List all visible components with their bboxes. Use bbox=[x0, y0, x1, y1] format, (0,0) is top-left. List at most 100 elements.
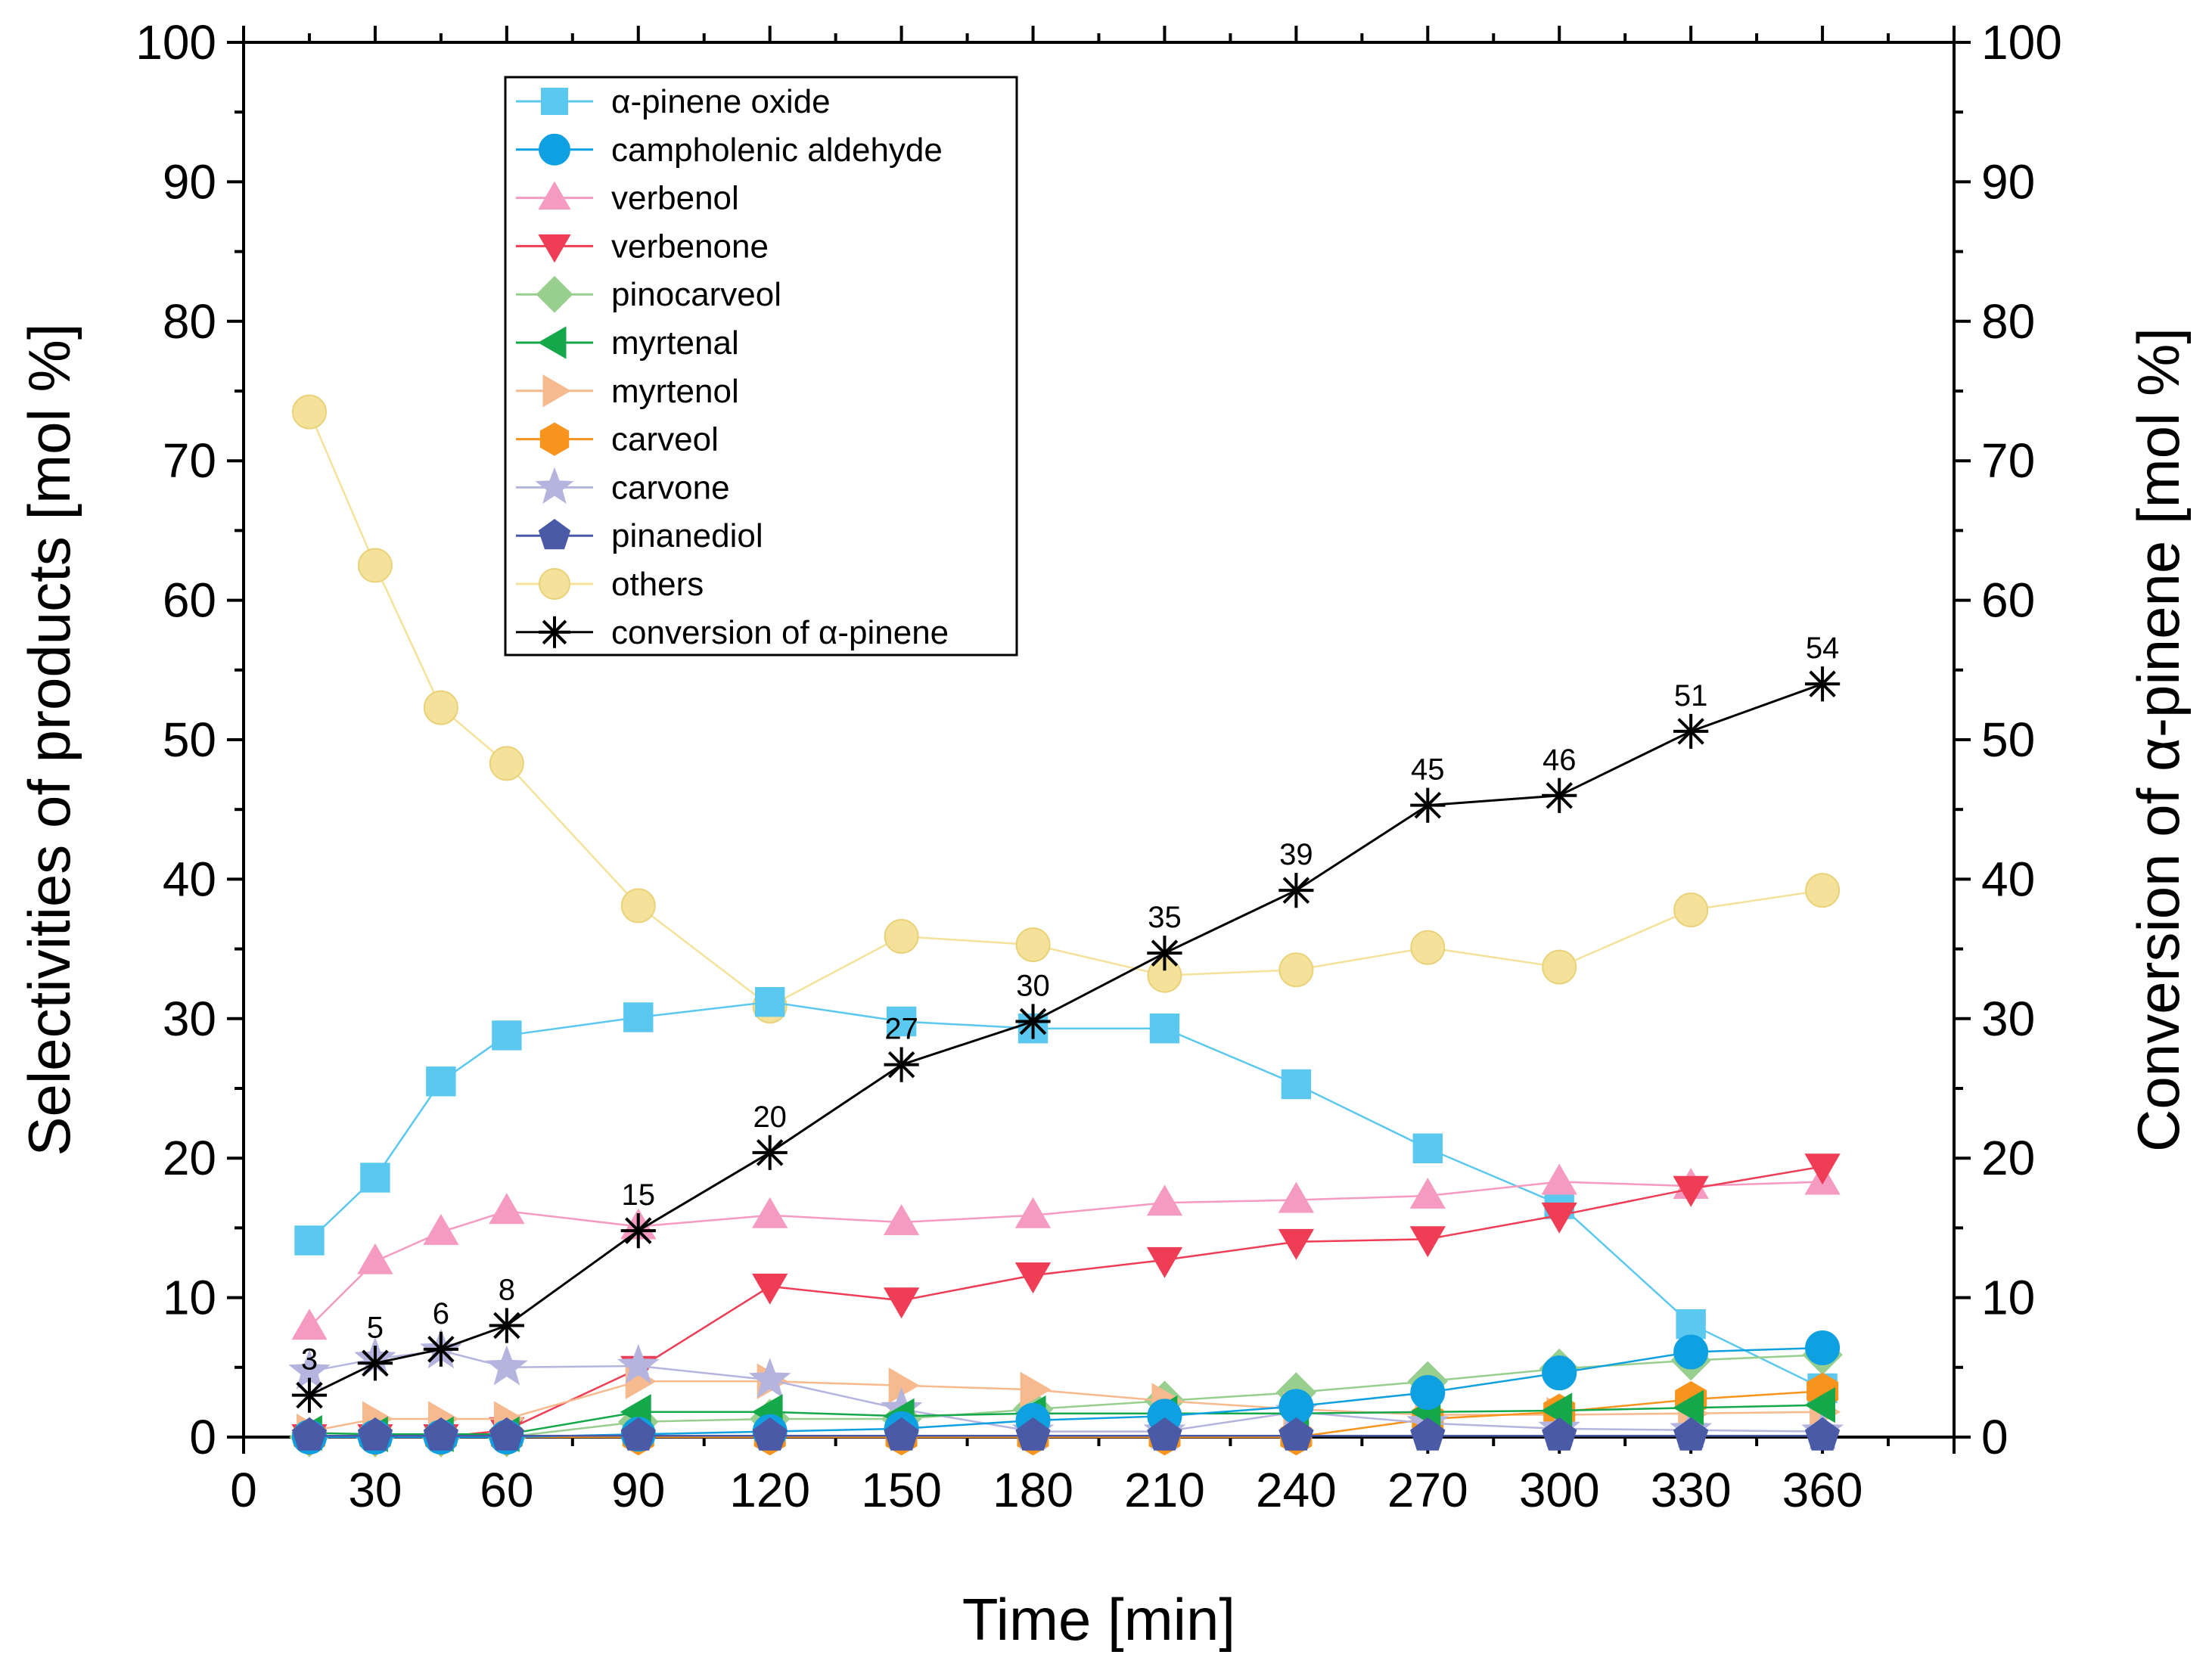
series-line-conversion-of-pinene bbox=[309, 682, 1823, 1397]
point-verbenone bbox=[1146, 1246, 1183, 1278]
point-conversion-of-pinene bbox=[489, 1308, 524, 1343]
point-others bbox=[357, 548, 393, 583]
point-verbenol bbox=[1409, 1178, 1446, 1209]
y-tick-label-left: 80 bbox=[163, 294, 216, 349]
point-others bbox=[884, 919, 919, 955]
y-tick-label-left: 60 bbox=[163, 573, 216, 628]
data-label-conversion: 39 bbox=[1279, 838, 1313, 871]
y-tick-label-left: 30 bbox=[163, 992, 216, 1046]
legend: α-pinene oxide campholenic aldehyde verben… bbox=[504, 76, 1018, 657]
point-others bbox=[291, 394, 327, 430]
point-verbenone bbox=[1014, 1262, 1052, 1294]
point-conversion-of-pinene bbox=[752, 1135, 788, 1170]
data-label-conversion: 8 bbox=[499, 1273, 515, 1306]
point-pinene-oxide bbox=[1281, 1069, 1312, 1100]
legend-label: pinocarveol bbox=[611, 276, 781, 313]
y-tick-label-right: 0 bbox=[1981, 1410, 2009, 1464]
data-label-conversion: 15 bbox=[622, 1178, 656, 1212]
point-conversion-of-pinene bbox=[423, 1331, 458, 1367]
x-tick-label: 330 bbox=[1651, 1463, 1732, 1517]
legend-label: α-pinene oxide bbox=[611, 83, 831, 120]
point-pinanediol bbox=[489, 1417, 524, 1451]
point-others bbox=[1542, 949, 1577, 985]
data-label-conversion: 3 bbox=[301, 1343, 318, 1377]
point-verbenol bbox=[1146, 1184, 1183, 1216]
point-others bbox=[1015, 927, 1051, 963]
point-others bbox=[620, 888, 656, 924]
point-pinene-oxide bbox=[426, 1066, 456, 1097]
point-conversion-of-pinene bbox=[291, 1377, 328, 1413]
x-tick-label: 240 bbox=[1256, 1463, 1337, 1517]
point-verbenone bbox=[1278, 1228, 1315, 1260]
y-tick-label-right: 40 bbox=[1981, 852, 2035, 906]
series-pinanediol bbox=[291, 1417, 1841, 1451]
series-verbenol bbox=[291, 1163, 1841, 1340]
point-pinene-oxide bbox=[1149, 1014, 1180, 1044]
legend-marker bbox=[541, 88, 568, 115]
point-verbenol bbox=[291, 1309, 328, 1340]
x-tick-label: 300 bbox=[1519, 1463, 1600, 1517]
point-myrtenal bbox=[1673, 1389, 1704, 1426]
x-tick-label: 30 bbox=[348, 1463, 402, 1517]
y-tick-label-left: 20 bbox=[163, 1131, 216, 1185]
point-pinanediol bbox=[1410, 1417, 1446, 1451]
point-others bbox=[1410, 930, 1446, 965]
point-verbenone bbox=[1409, 1226, 1446, 1258]
x-tick-label: 360 bbox=[1782, 1463, 1863, 1517]
series-line-carvone bbox=[309, 1349, 1823, 1433]
legend-label: carveol bbox=[611, 421, 719, 458]
y-tick-label-right: 30 bbox=[1981, 992, 2035, 1046]
point-pinanediol bbox=[1673, 1417, 1709, 1451]
point-conversion-of-pinene bbox=[1410, 787, 1446, 823]
y-tick-label-left: 70 bbox=[163, 433, 216, 488]
point-verbenol bbox=[489, 1193, 525, 1225]
series-line-pinene-oxide bbox=[309, 1001, 1823, 1389]
point-verbenol bbox=[883, 1203, 920, 1235]
legend-marker bbox=[536, 275, 573, 313]
point-pinene-oxide bbox=[294, 1225, 325, 1256]
point-campholenic-aldehyde bbox=[1673, 1334, 1709, 1370]
legend-box bbox=[504, 76, 1018, 657]
point-pinanediol bbox=[423, 1417, 459, 1451]
point-verbenol bbox=[423, 1213, 459, 1245]
y-tick-label-right: 10 bbox=[1981, 1271, 2035, 1325]
y-axis-title-right: Conversion of α-pinene [mol %] bbox=[2125, 328, 2192, 1152]
legend-item-verbenone: verbenone bbox=[516, 228, 769, 265]
point-campholenic-aldehyde bbox=[1542, 1355, 1577, 1391]
legend-marker bbox=[539, 616, 570, 648]
x-tick-label: 180 bbox=[993, 1463, 1073, 1517]
y-tick-label-left: 100 bbox=[135, 15, 216, 70]
data-label-conversion: 54 bbox=[1806, 632, 1840, 665]
data-label-conversion: 5 bbox=[367, 1311, 384, 1344]
point-conversion-of-pinene bbox=[620, 1212, 656, 1249]
point-pinanediol bbox=[1542, 1417, 1577, 1451]
point-verbenone bbox=[883, 1287, 920, 1319]
point-verbenol bbox=[357, 1243, 393, 1274]
legend-label: myrtenal bbox=[611, 324, 739, 362]
legend-label: verbenone bbox=[611, 228, 769, 265]
legend-marker bbox=[539, 422, 570, 456]
legend-item-verbenol: verbenol bbox=[516, 180, 739, 217]
point-carvone bbox=[748, 1358, 791, 1399]
point-pinanediol bbox=[1015, 1417, 1051, 1451]
point-others bbox=[1673, 892, 1709, 927]
point-others bbox=[1805, 873, 1841, 908]
y-tick-label-right: 100 bbox=[1981, 15, 2062, 70]
point-pinanediol bbox=[620, 1417, 656, 1451]
point-conversion-of-pinene bbox=[1673, 713, 1709, 750]
legend-item-myrtenal: myrtenal bbox=[516, 324, 739, 362]
point-pinanediol bbox=[884, 1417, 919, 1451]
legend-label: myrtenol bbox=[611, 373, 739, 410]
series-line-verbenol bbox=[309, 1181, 1823, 1328]
point-verbenone bbox=[1541, 1202, 1577, 1234]
y-tick-label-left: 50 bbox=[163, 712, 216, 767]
x-tick-label: 0 bbox=[230, 1463, 257, 1517]
point-verbenol bbox=[1014, 1197, 1052, 1228]
point-carvone bbox=[485, 1345, 528, 1386]
point-others bbox=[423, 690, 458, 725]
point-pinene-oxide bbox=[1676, 1309, 1706, 1340]
point-verbenone bbox=[752, 1273, 788, 1305]
point-conversion-of-pinene bbox=[357, 1346, 393, 1381]
legend-marker bbox=[535, 467, 574, 504]
legend-item-myrtenol: myrtenol bbox=[516, 373, 739, 410]
